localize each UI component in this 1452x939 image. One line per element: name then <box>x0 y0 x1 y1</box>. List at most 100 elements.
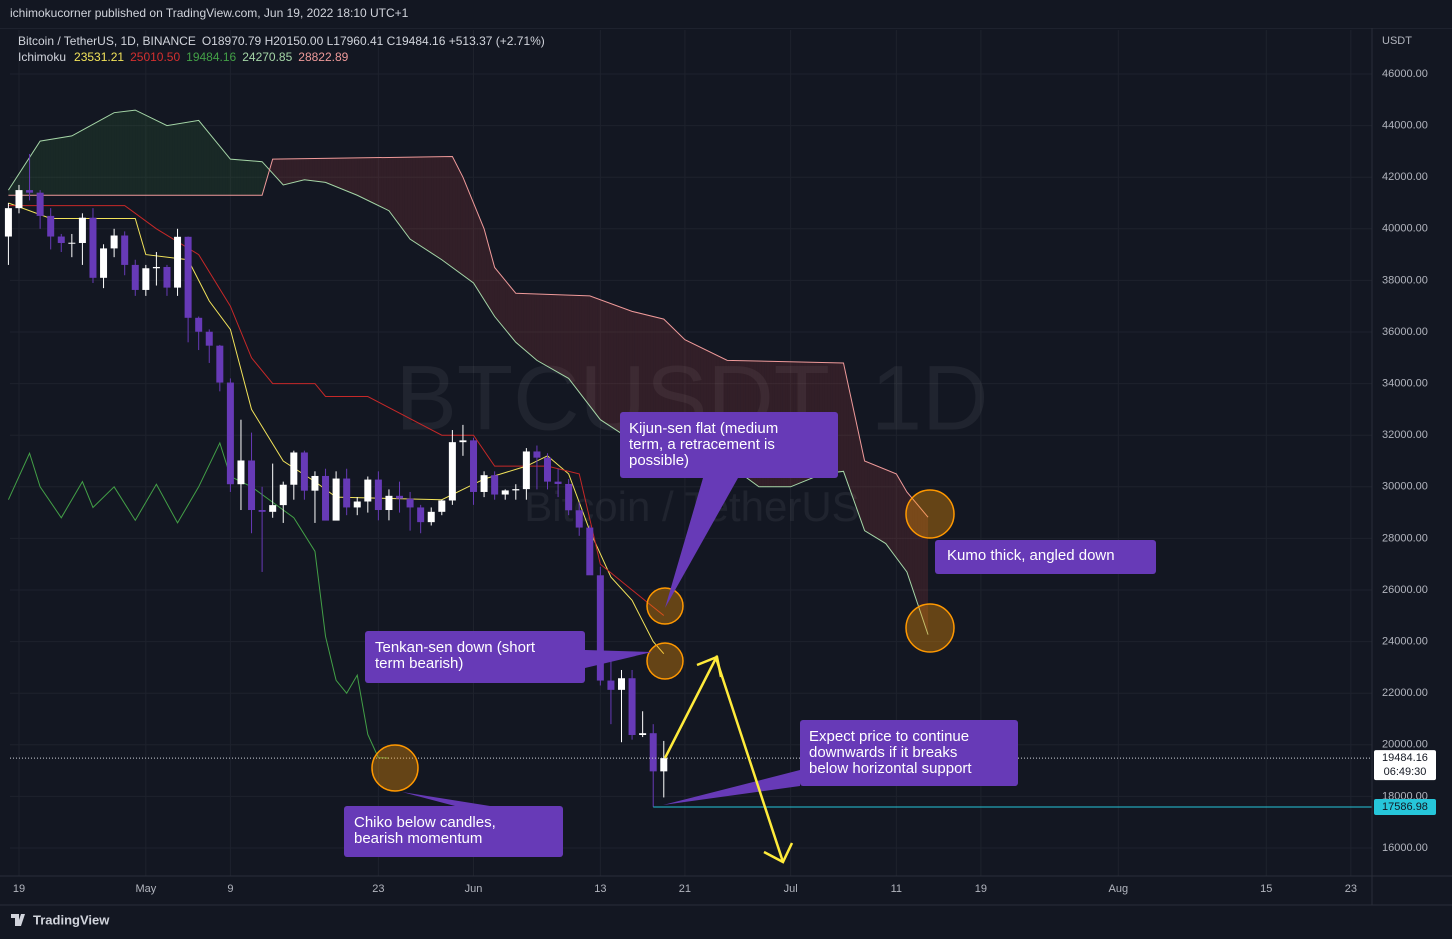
cloud-fill <box>521 293 524 350</box>
cloud-fill <box>851 399 855 501</box>
cloud-fill <box>50 138 54 196</box>
indicator-line <box>7 441 389 759</box>
cloud-fill <box>320 158 323 183</box>
indicator-value: 25010.50 <box>130 50 180 64</box>
cloud-fill <box>618 306 622 434</box>
candle-body <box>78 217 86 243</box>
cloud-fill <box>45 139 49 196</box>
cloud-fill <box>77 131 80 196</box>
candle-body <box>374 479 382 511</box>
cloud-fill <box>127 110 130 196</box>
cloud-fill <box>505 280 508 333</box>
cloud-fill <box>838 362 841 472</box>
cloud-fill <box>166 125 170 196</box>
cloud-fill <box>301 158 305 181</box>
projection-arrow <box>663 654 785 863</box>
cloud-fill <box>373 157 376 205</box>
cloud-fill <box>536 294 540 362</box>
cloud-fill <box>159 121 162 196</box>
cloud-fill <box>452 156 456 270</box>
cloud-fill <box>42 140 46 196</box>
candle-body <box>649 733 657 772</box>
cloud-fill <box>161 123 165 196</box>
cloud-fill <box>529 293 532 356</box>
cloud-fill <box>336 158 339 188</box>
cloud-fill <box>885 469 889 548</box>
candle-body <box>607 680 615 690</box>
logo-icon <box>11 914 25 926</box>
cloud-fill <box>235 159 239 196</box>
candle-body <box>470 440 478 492</box>
cloud-fill <box>225 152 228 196</box>
cloud-fill <box>357 157 360 197</box>
cloud-fill <box>502 277 506 330</box>
cloud-fill <box>423 156 426 250</box>
candle-body <box>427 511 435 523</box>
cloud-fill <box>32 149 35 196</box>
cloud-fill <box>190 121 194 196</box>
cloud-fill <box>476 209 479 292</box>
cloud-fill <box>843 362 847 479</box>
cloud-fill <box>246 160 249 196</box>
candle-body <box>522 451 530 490</box>
cloud-fill <box>18 169 22 196</box>
candle-body <box>269 505 277 512</box>
cloud-fill <box>254 161 257 196</box>
cloud-fill <box>864 460 868 533</box>
cloud-fill <box>539 294 543 364</box>
cloud-fill <box>867 462 870 534</box>
cloud-fill <box>233 159 236 196</box>
candle-body <box>512 489 520 491</box>
cloud-fill <box>309 158 313 181</box>
cloud-fill <box>507 283 511 336</box>
cloud-fill <box>484 228 487 304</box>
highlight-circle <box>646 642 684 680</box>
cloud-fill <box>333 158 337 187</box>
cloud-fill <box>489 248 493 313</box>
cloud-fill <box>370 157 374 203</box>
callout-text: possible) <box>629 452 689 469</box>
candle-body <box>364 479 372 502</box>
cloud-fill <box>407 157 411 240</box>
cloud-fill <box>481 222 485 300</box>
x-tick-label: Aug <box>1109 883 1129 895</box>
candle-body <box>385 495 393 511</box>
x-tick-label: Jul <box>784 883 798 895</box>
cloud-fill <box>40 140 43 196</box>
cloud-fill <box>66 136 70 196</box>
cloud-fill <box>203 126 207 196</box>
cloud-fill <box>264 164 268 187</box>
cloud-fill <box>256 161 260 196</box>
cloud-fill <box>69 135 72 196</box>
cloud-fill <box>103 117 107 196</box>
cloud-fill <box>394 157 397 222</box>
candle-body <box>628 678 636 735</box>
candle-body <box>586 527 594 576</box>
candle-body <box>343 478 351 508</box>
y-tick-label: 38000.00 <box>1382 274 1428 286</box>
cloud-fill <box>351 157 355 195</box>
cloud-fill <box>555 294 559 373</box>
cloud-fill <box>425 156 429 252</box>
y-tick-label: 32000.00 <box>1382 429 1428 441</box>
cloud-fill <box>875 465 878 539</box>
callout-box <box>935 540 1156 574</box>
x-tick-label: Jun <box>465 883 483 895</box>
cloud-fill <box>909 495 913 588</box>
cloud-fill <box>877 466 881 541</box>
y-tick-label: 22000.00 <box>1382 687 1428 699</box>
y-tick-label: 20000.00 <box>1382 739 1428 751</box>
callout-text: term bearish) <box>375 655 463 672</box>
cloud-fill <box>148 116 152 196</box>
cloud-fill <box>37 141 41 196</box>
cloud-fill <box>391 157 395 218</box>
support-label: 17586.98 <box>1382 801 1428 813</box>
cloud-fill <box>608 302 611 427</box>
cloud-fill <box>143 113 146 196</box>
cloud-fill <box>61 137 64 196</box>
callout-text: Kijun-sen flat (medium <box>629 420 778 437</box>
cloud-fill <box>312 158 315 182</box>
callout-text: bearish momentum <box>354 830 482 847</box>
cloud-fill <box>24 161 27 196</box>
cloud-fill <box>447 156 450 266</box>
